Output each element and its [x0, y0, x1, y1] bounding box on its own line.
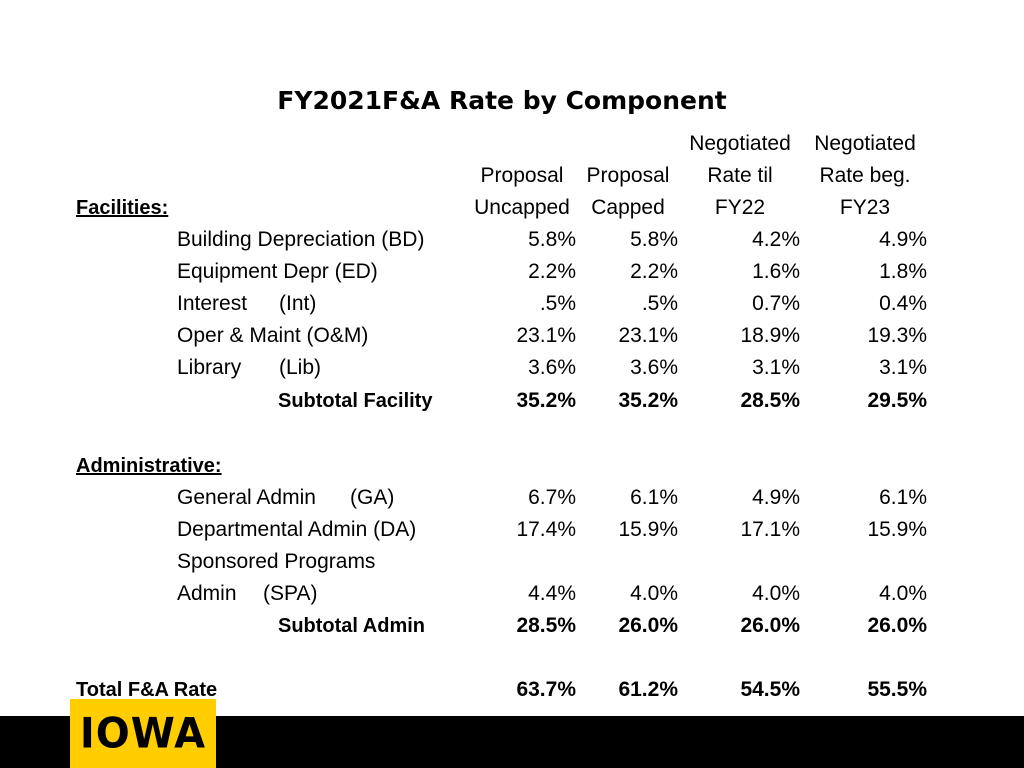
- slide-title: FY2021F&A Rate by Component: [277, 86, 727, 115]
- row-abbr: (Lib): [279, 356, 322, 379]
- value-proposal-uncapped: 35.2%: [516, 389, 576, 412]
- table-row: Building Depreciation (BD) 5.8% 5.8% 4.2…: [0, 224, 1024, 256]
- column-header-proposal-uncapped: Proposal Uncapped: [474, 164, 570, 219]
- iowa-logo: IOWA: [70, 699, 216, 768]
- value-negotiated-fy22: 18.9%: [740, 324, 800, 347]
- total-row: Total F&A Rate 63.7% 61.2% 54.5% 55.5%: [0, 674, 1024, 706]
- table-row: Interest (Int) .5% .5% 0.7% 0.4%: [0, 288, 1024, 320]
- row-abbr: (Int): [279, 292, 317, 315]
- value-proposal-capped: 61.2%: [618, 678, 678, 701]
- value-proposal-uncapped: 6.7%: [528, 486, 576, 509]
- value-proposal-capped: 26.0%: [618, 614, 678, 637]
- value-proposal-uncapped: 23.1%: [516, 324, 576, 347]
- value-negotiated-fy22: 54.5%: [740, 678, 800, 701]
- column-header-negotiated-til-fy22: Negotiated Rate til FY22: [689, 132, 791, 219]
- table-row: Equipment Depr (ED) 2.2% 2.2% 1.6% 1.8%: [0, 256, 1024, 288]
- value-negotiated-fy23: 26.0%: [867, 614, 927, 637]
- value-negotiated-fy23: 15.9%: [867, 518, 927, 541]
- row-label: Oper & Maint (O&M): [177, 324, 369, 347]
- row-abbr: (GA): [350, 486, 395, 509]
- value-negotiated-fy23: 1.8%: [879, 260, 927, 283]
- value-proposal-uncapped: 2.2%: [528, 260, 576, 283]
- value-proposal-capped: .5%: [641, 292, 678, 315]
- table-row: General Admin (GA) 6.7% 6.1% 4.9% 6.1%: [0, 482, 1024, 514]
- value-proposal-capped: 15.9%: [618, 518, 678, 541]
- value-proposal-uncapped: 5.8%: [528, 228, 576, 251]
- subtotal-label: Subtotal Admin: [278, 615, 426, 637]
- administrative-heading: Administrative:: [76, 455, 222, 477]
- row-label: General Admin: [177, 486, 316, 509]
- subtotal-label: Subtotal Facility: [278, 390, 433, 412]
- value-negotiated-fy23: 0.4%: [879, 292, 927, 315]
- value-proposal-uncapped: 28.5%: [516, 614, 576, 637]
- value-negotiated-fy22: 0.7%: [752, 292, 800, 315]
- value-negotiated-fy23: 19.3%: [867, 324, 927, 347]
- value-proposal-capped: 23.1%: [618, 324, 678, 347]
- column-header-negotiated-beg-fy23: Negotiated Rate beg. FY23: [814, 132, 916, 219]
- row-label: Departmental Admin (DA): [177, 518, 417, 541]
- value-negotiated-fy23: 3.1%: [879, 356, 927, 379]
- value-negotiated-fy22: 1.6%: [752, 260, 800, 283]
- row-label-line1: Sponsored Programs: [177, 550, 376, 573]
- row-label: Library: [177, 356, 242, 379]
- value-proposal-uncapped: 63.7%: [516, 678, 576, 701]
- value-negotiated-fy23: 6.1%: [879, 486, 927, 509]
- value-negotiated-fy23: 55.5%: [867, 678, 927, 701]
- value-proposal-uncapped: 3.6%: [528, 356, 576, 379]
- subtotal-facility-row: Subtotal Facility 35.2% 35.2% 28.5% 29.5…: [0, 385, 1024, 417]
- iowa-logo-text: IOWA: [79, 709, 207, 758]
- row-label: Admin: [177, 582, 237, 605]
- value-negotiated-fy22: 4.9%: [752, 486, 800, 509]
- value-negotiated-fy22: 17.1%: [740, 518, 800, 541]
- value-negotiated-fy23: 4.0%: [879, 582, 927, 605]
- value-proposal-capped: 3.6%: [630, 356, 678, 379]
- table-row: Oper & Maint (O&M) 23.1% 23.1% 18.9% 19.…: [0, 320, 1024, 352]
- value-proposal-capped: 4.0%: [630, 582, 678, 605]
- subtotal-admin-row: Subtotal Admin 28.5% 26.0% 26.0% 26.0%: [0, 610, 1024, 642]
- table-row: Admin (SPA) 4.4% 4.0% 4.0% 4.0%: [0, 578, 1024, 610]
- table-row: Library (Lib) 3.6% 3.6% 3.1% 3.1%: [0, 352, 1024, 384]
- row-label: Interest: [177, 292, 248, 315]
- value-negotiated-fy22: 4.2%: [752, 228, 800, 251]
- row-abbr: (SPA): [263, 582, 318, 605]
- row-label: Equipment Depr (ED): [177, 260, 378, 283]
- value-proposal-uncapped: 17.4%: [516, 518, 576, 541]
- table-row: Departmental Admin (DA) 17.4% 15.9% 17.1…: [0, 514, 1024, 546]
- value-negotiated-fy22: 26.0%: [740, 614, 800, 637]
- value-proposal-capped: 6.1%: [630, 486, 678, 509]
- value-proposal-capped: 5.8%: [630, 228, 678, 251]
- row-label: Building Depreciation (BD): [177, 228, 425, 251]
- value-proposal-capped: 2.2%: [630, 260, 678, 283]
- value-proposal-capped: 35.2%: [618, 389, 678, 412]
- value-negotiated-fy22: 28.5%: [740, 389, 800, 412]
- value-negotiated-fy22: 3.1%: [752, 356, 800, 379]
- total-label: Total F&A Rate: [76, 679, 218, 701]
- value-negotiated-fy23: 4.9%: [879, 228, 927, 251]
- value-negotiated-fy23: 29.5%: [867, 389, 927, 412]
- table-row-label-line: Sponsored Programs: [0, 546, 1024, 578]
- column-header-proposal-capped: Proposal Capped: [586, 164, 670, 219]
- facilities-heading: Facilities:: [76, 197, 169, 219]
- value-negotiated-fy22: 4.0%: [752, 582, 800, 605]
- value-proposal-uncapped: 4.4%: [528, 582, 576, 605]
- value-proposal-uncapped: .5%: [539, 292, 576, 315]
